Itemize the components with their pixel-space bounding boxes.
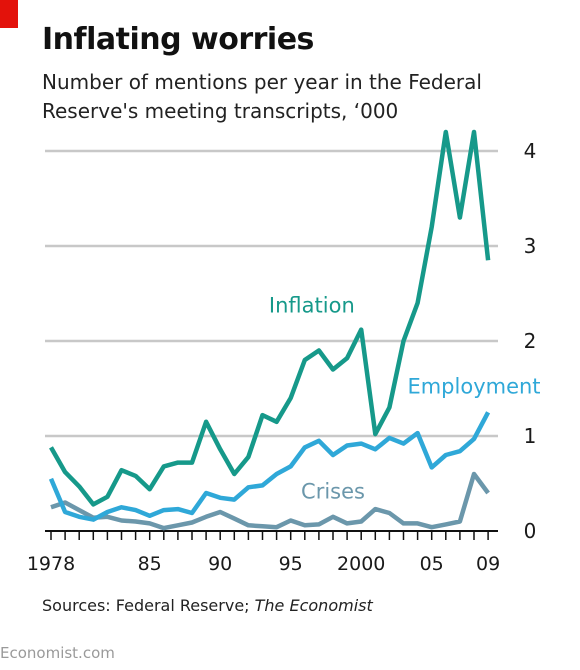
- x-tick-label: 09: [476, 553, 500, 575]
- y-tick-label: 3: [524, 234, 537, 258]
- chart-subtitle: Number of mentions per year in the Feder…: [42, 70, 482, 123]
- credit-label: Economist.com: [0, 644, 115, 662]
- x-tick-label: 95: [279, 553, 303, 575]
- source-publication: The Economist: [254, 596, 373, 615]
- series-label-employment: Employment: [407, 374, 540, 398]
- y-tick-label: 4: [524, 139, 537, 163]
- brand-red-tab: [0, 0, 18, 28]
- x-tick-label: 90: [208, 553, 232, 575]
- x-tick-label: 2000: [337, 553, 385, 575]
- x-tick-label: 1978: [27, 553, 75, 575]
- series-label-crises: Crises: [301, 480, 365, 504]
- y-tick-label: 2: [524, 329, 537, 353]
- series-line-crises: [50, 471, 490, 531]
- series-line-inflation: [49, 129, 491, 507]
- chart-title: Inflating worries: [42, 22, 314, 57]
- line-chart: 0 1 2 3 4 1978 85 90 95 2000 05 09 Inflation Employme…: [27, 129, 541, 575]
- source-prefix: Sources: Federal Reserve;: [42, 596, 255, 615]
- series-label-inflation: Inflation: [269, 294, 355, 318]
- x-tick-label: 05: [420, 553, 444, 575]
- y-tick-label: 0: [524, 519, 537, 543]
- series-line-employment: [48, 411, 491, 522]
- source-note: Sources: Federal Reserve; The Economist: [42, 596, 373, 615]
- x-tick-label: 85: [138, 553, 162, 575]
- y-tick-label: 1: [524, 424, 537, 448]
